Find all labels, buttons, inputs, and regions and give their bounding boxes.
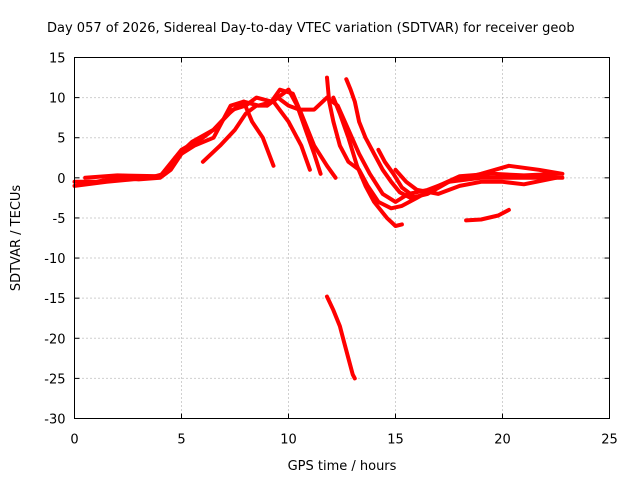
x-tick-label: 15 [387, 433, 404, 448]
series-line-s10 [393, 167, 558, 196]
y-tick-label: 15 [49, 52, 66, 67]
grid [74, 57, 610, 419]
x-tick-label: 20 [494, 433, 511, 448]
y-tick-label: 5 [57, 132, 65, 147]
y-tick-label: 10 [49, 92, 66, 107]
y-tick-label: -15 [44, 292, 65, 307]
y-tick-label: -20 [44, 332, 65, 347]
y-tick-label: 0 [57, 172, 65, 187]
axes: 0 5 10 15 20 25 15 10 5 0 -5 -10 -15 -20 -25 -30 [44, 52, 618, 448]
plot-frame [74, 57, 610, 419]
y-tick-label: -10 [44, 252, 65, 267]
series-line-s12 [325, 294, 357, 381]
series-line-s5 [200, 95, 565, 204]
y-tick-label: -25 [44, 372, 65, 387]
chart-title: Day 057 of 2026, Sidereal Day-to-day VTE… [47, 21, 575, 36]
series-line-s1 [72, 99, 276, 184]
series-line-s9 [376, 147, 415, 198]
x-tick-label: 0 [70, 433, 78, 448]
x-tick-label: 5 [177, 433, 185, 448]
x-axis-label: GPS time / hours [288, 459, 397, 474]
series-line-s7 [344, 77, 565, 200]
series-line-s3 [83, 87, 338, 180]
y-tick-label: -5 [53, 212, 66, 227]
y-tick-label: -30 [44, 413, 65, 428]
series-line-s8 [331, 95, 404, 228]
y-axis-label: SDTVAR / TECUs [9, 185, 24, 292]
x-tick-label: 25 [601, 433, 618, 448]
series-line-s6 [325, 75, 563, 211]
series-line-s11 [464, 207, 511, 223]
series-group [72, 75, 565, 381]
x-tick-label: 10 [280, 433, 297, 448]
